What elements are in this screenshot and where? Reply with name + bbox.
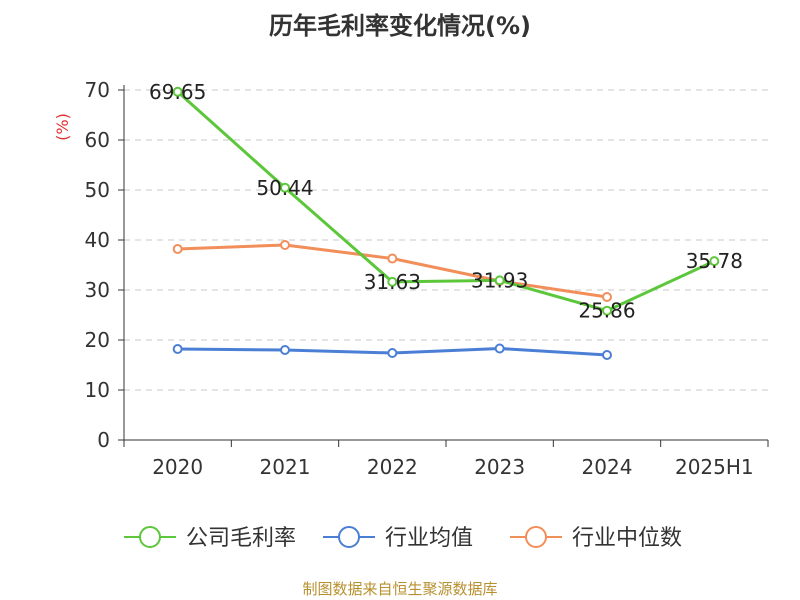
data-point bbox=[387, 253, 398, 264]
data-labels: 69.65 50.44 31.63 31.93 25.86 35.78 bbox=[149, 80, 743, 323]
data-point bbox=[280, 182, 290, 193]
x-tick-label: 2022 bbox=[367, 455, 418, 479]
x-tick-label: 2025H1 bbox=[675, 455, 754, 479]
series-lines bbox=[172, 86, 720, 360]
x-tick-label: 2021 bbox=[260, 455, 311, 479]
data-label: 50.44 bbox=[256, 176, 313, 200]
x-tick-label: 2024 bbox=[582, 455, 633, 479]
y-tick-label: 70 bbox=[85, 78, 110, 102]
chart-title: 历年毛利率变化情况(%) bbox=[269, 12, 531, 40]
data-point bbox=[494, 275, 505, 286]
data-point bbox=[602, 292, 612, 302]
legend: 公司毛利率 行业均值 行业中位数 bbox=[124, 526, 682, 551]
legend-label: 行业均值 bbox=[385, 526, 473, 551]
axes: 0 10 20 30 40 50 60 70 2020 2021 2022 2023 2024 2025H… bbox=[53, 78, 769, 479]
data-label: 25.86 bbox=[578, 299, 635, 323]
series-line bbox=[176, 90, 715, 313]
legend-swatch-marker bbox=[525, 526, 547, 548]
data-point bbox=[494, 343, 505, 354]
legend-swatch-marker bbox=[338, 526, 360, 548]
grid-lines bbox=[124, 89, 768, 391]
source-note: 制图数据来自恒生聚源数据库 bbox=[302, 580, 498, 598]
y-axis-unit-label: (%) bbox=[53, 113, 72, 141]
y-tick-label: 40 bbox=[85, 228, 110, 252]
legend-label: 公司毛利率 bbox=[186, 526, 296, 551]
y-tick-label: 10 bbox=[85, 378, 110, 402]
data-point bbox=[602, 305, 612, 316]
data-point bbox=[602, 350, 612, 360]
y-tick-label: 50 bbox=[85, 178, 110, 202]
y-tick-label: 30 bbox=[85, 278, 110, 302]
data-label: 35.78 bbox=[686, 249, 743, 273]
data-point bbox=[280, 345, 290, 355]
data-label: 31.93 bbox=[471, 268, 528, 292]
data-point bbox=[172, 244, 183, 254]
data-point bbox=[709, 256, 720, 267]
x-tick-label: 2020 bbox=[152, 455, 203, 479]
data-point bbox=[172, 344, 183, 354]
y-tick-label: 60 bbox=[85, 128, 110, 152]
data-label: 31.63 bbox=[364, 270, 421, 294]
x-tick-label: 2023 bbox=[474, 455, 525, 479]
data-point bbox=[172, 86, 183, 97]
data-point bbox=[387, 276, 398, 287]
data-point bbox=[280, 240, 290, 250]
legend-label: 行业中位数 bbox=[572, 526, 682, 551]
legend-swatch-marker bbox=[139, 526, 161, 548]
data-label: 69.65 bbox=[149, 80, 206, 104]
data-point bbox=[387, 348, 398, 358]
y-tick-label: 20 bbox=[85, 328, 110, 352]
y-tick-label: 0 bbox=[97, 428, 110, 452]
